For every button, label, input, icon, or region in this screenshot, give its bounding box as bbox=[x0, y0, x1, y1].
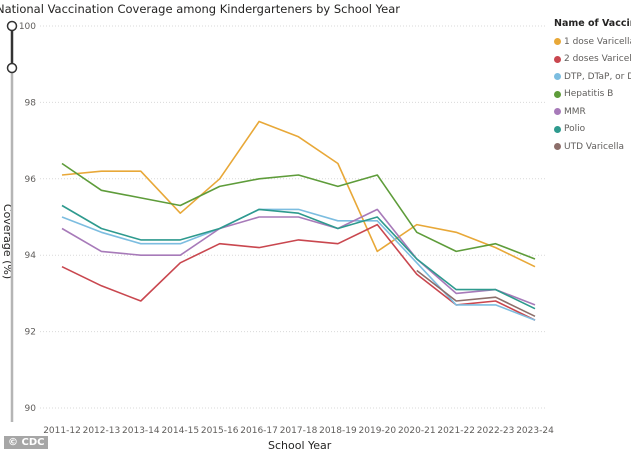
x-tick-label: 2019-20 bbox=[359, 426, 397, 436]
legend-item[interactable]: Hepatitis B bbox=[554, 86, 631, 104]
series-polio bbox=[61, 204, 536, 310]
y-tick-label: 94 bbox=[25, 251, 37, 261]
legend-item[interactable]: Polio bbox=[554, 121, 631, 139]
series-hepatitis-b bbox=[61, 162, 536, 260]
y-tick-label: 98 bbox=[25, 98, 37, 108]
legend-label: 1 dose Varicella bbox=[564, 36, 631, 47]
x-tick-label: 2015-16 bbox=[201, 426, 239, 436]
x-tick-label: 2022-23 bbox=[477, 426, 515, 436]
series-2-doses-varicella bbox=[61, 223, 536, 321]
legend-dot-icon bbox=[554, 55, 561, 63]
legend-label: UTD Varicella bbox=[564, 141, 625, 152]
y-tick-label: 100 bbox=[19, 22, 36, 32]
x-tick-label: 2023-24 bbox=[516, 426, 554, 436]
x-tick-label: 2021-22 bbox=[437, 426, 475, 436]
x-tick-label: 2017-18 bbox=[280, 426, 318, 436]
legend-dot-icon bbox=[554, 108, 561, 116]
legend-title: Name of Vaccine bbox=[554, 18, 631, 29]
legend-label: DTP, DTaP, or DT bbox=[564, 71, 631, 82]
x-tick-label: 2020-21 bbox=[398, 426, 436, 436]
legend-dot-icon bbox=[554, 125, 561, 133]
legend-label: MMR bbox=[564, 106, 586, 117]
legend-dot-icon bbox=[554, 73, 561, 81]
x-tick-label: 2018-19 bbox=[319, 426, 357, 436]
chart-title: National Vaccination Coverage among Kind… bbox=[0, 2, 401, 16]
y-tick-label: 92 bbox=[25, 328, 36, 338]
legend-label: Hepatitis B bbox=[564, 89, 614, 100]
legend-item[interactable]: 2 doses Varicella bbox=[554, 51, 631, 69]
series-utd-varicella bbox=[416, 269, 536, 318]
legend-dot-icon bbox=[554, 143, 561, 151]
x-tick-label: 2011-12 bbox=[43, 426, 81, 436]
y-tick-label: 90 bbox=[25, 404, 37, 414]
legend-label: 2 doses Varicella bbox=[564, 54, 631, 65]
slider-handle-bottom[interactable] bbox=[6, 62, 18, 74]
legend-item[interactable]: 1 dose Varicella bbox=[554, 33, 631, 51]
legend-item[interactable]: UTD Varicella bbox=[554, 138, 631, 156]
legend: Name of Vaccine 1 dose Varicella 2 doses … bbox=[554, 18, 631, 156]
series-mmr bbox=[61, 208, 536, 306]
series-line[interactable] bbox=[61, 162, 536, 260]
x-tick-label: 2014-15 bbox=[161, 426, 199, 436]
x-tick-label: 2013-14 bbox=[122, 426, 160, 436]
x-tick-label: 2012-13 bbox=[83, 426, 121, 436]
series-line[interactable] bbox=[416, 269, 536, 318]
legend-label: Polio bbox=[564, 124, 586, 135]
legend-item[interactable]: MMR bbox=[554, 103, 631, 121]
series-line[interactable] bbox=[61, 120, 536, 268]
series-line[interactable] bbox=[61, 223, 536, 321]
cdc-watermark: © CDC bbox=[4, 436, 49, 449]
x-axis-label: School Year bbox=[268, 439, 332, 452]
series-line[interactable] bbox=[61, 208, 536, 306]
legend-dot-icon bbox=[554, 38, 561, 46]
x-tick-label: 2016-17 bbox=[240, 426, 278, 436]
legend-dot-icon bbox=[554, 90, 561, 98]
series-1-dose-varicella bbox=[61, 120, 536, 268]
y-tick-label: 96 bbox=[25, 175, 37, 185]
legend-item[interactable]: DTP, DTaP, or DT bbox=[554, 68, 631, 86]
slider-handle-top[interactable] bbox=[6, 20, 18, 32]
y-range-slider[interactable] bbox=[6, 20, 18, 423]
